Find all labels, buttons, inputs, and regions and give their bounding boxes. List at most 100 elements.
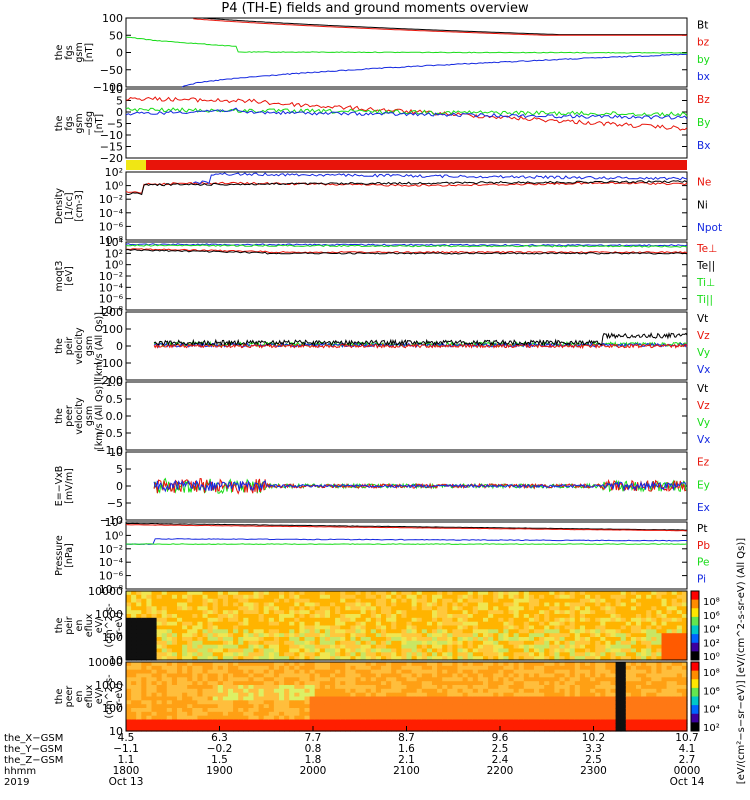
spectrogram-cell <box>656 719 663 724</box>
spectrogram-cell <box>202 617 209 623</box>
spectrogram-cell <box>355 688 362 694</box>
spectrogram-cell <box>197 625 204 630</box>
spectrogram-cell <box>263 700 270 705</box>
spectrogram-cell <box>544 598 550 604</box>
spectrogram-cell <box>375 617 382 623</box>
spectrogram-cell <box>202 665 209 671</box>
spectrogram-cell <box>370 700 377 705</box>
spectrogram-cell <box>666 637 673 642</box>
spectrogram-cell <box>457 637 464 642</box>
spectrogram-cell <box>528 594 535 600</box>
y-tick-label: 100 <box>102 323 123 336</box>
spectrogram-cell <box>126 708 132 713</box>
spectrogram-cell <box>273 598 280 604</box>
spectrogram-cell <box>559 708 566 713</box>
spectrogram-cell <box>330 711 336 717</box>
spectrogram-cell <box>401 644 408 650</box>
spectrogram-cell <box>661 617 668 623</box>
spectrogram-cell <box>212 625 219 630</box>
spectrogram-cell <box>472 688 479 694</box>
spectrogram-cell <box>146 640 153 646</box>
spectrogram-cell <box>426 648 433 653</box>
spectrogram-cell <box>661 681 668 686</box>
spectrogram-cell <box>228 648 234 653</box>
spectrogram-cell <box>534 692 540 698</box>
spectrogram-cell <box>488 715 494 721</box>
spectrogram-cell <box>187 723 193 728</box>
spectrogram-cell <box>528 696 535 701</box>
spectrogram-cell <box>630 727 637 732</box>
spectrogram-cell <box>146 704 153 709</box>
spectrogram-cell <box>416 591 423 596</box>
spectrogram-cell <box>314 681 321 686</box>
spectrogram-cell <box>539 625 545 630</box>
spectrogram-cell <box>625 614 632 619</box>
spectrogram-cell <box>411 606 418 611</box>
spectrogram-cell <box>284 656 290 661</box>
spectrogram-cell <box>314 727 321 732</box>
spectrogram-cell <box>309 602 316 607</box>
spectrogram-cell <box>222 656 229 661</box>
spectrogram-cell <box>534 669 540 675</box>
spectrogram-cell <box>447 625 453 630</box>
spectrogram-cell <box>488 688 494 694</box>
spectrogram-cell <box>319 677 326 682</box>
x-tick-label: 2300 <box>580 765 607 777</box>
spectrogram-cell <box>493 606 499 611</box>
spectrogram-cell <box>477 685 484 690</box>
spectrogram-cell <box>554 715 561 721</box>
spectrogram-cell <box>681 673 688 678</box>
spectrogram-cell <box>263 708 270 713</box>
spectrogram-cell <box>493 656 499 661</box>
spectrogram-cell <box>590 648 596 653</box>
spectrogram-cell <box>161 681 168 686</box>
spectrogram-cell <box>350 656 357 661</box>
spectrogram-cell <box>549 629 555 634</box>
spectrogram-cell <box>462 677 469 682</box>
spectrogram-cell <box>406 681 413 686</box>
spectrogram-cell <box>324 610 331 615</box>
spectrogram-cell <box>625 610 632 615</box>
spectrogram-cell <box>263 688 270 694</box>
spectrogram-cell <box>615 708 622 713</box>
spectrogram-cell <box>625 640 632 646</box>
spectrogram-cell <box>375 656 382 661</box>
spectrogram-cell <box>539 662 545 667</box>
spectrogram-cell <box>228 640 234 646</box>
spectrogram-cell <box>503 637 510 642</box>
x-tick-label: 1.5 <box>211 754 228 766</box>
spectrogram-cell <box>681 688 688 694</box>
spectrogram-cell <box>131 652 137 657</box>
spectrogram-cell <box>437 621 443 627</box>
spectrogram-cell <box>166 692 173 698</box>
spectrogram-cell <box>381 662 387 667</box>
spectrogram-cell <box>187 617 193 623</box>
spectrogram-cell <box>630 617 637 623</box>
spectrogram-cell <box>248 637 255 642</box>
spectrogram-cell <box>600 644 606 650</box>
spectrogram-cell <box>360 665 367 671</box>
spectrogram-cell <box>544 708 550 713</box>
spectrogram-cell <box>263 591 270 596</box>
spectrogram-cell <box>544 625 550 630</box>
spectrogram-cell <box>273 727 280 732</box>
spectrogram-cell <box>177 673 183 678</box>
spectrogram-cell <box>238 633 244 638</box>
spectrogram-cell <box>426 711 433 717</box>
spectrogram-cell <box>467 637 474 642</box>
spectrogram-cell <box>319 591 326 596</box>
legend-entry: Bz <box>697 94 710 106</box>
spectrogram-cell <box>406 656 413 661</box>
spectrogram-cell <box>156 617 163 623</box>
spectrogram-cell <box>625 708 632 713</box>
colorbar-segment <box>691 696 699 706</box>
spectrogram-cell <box>248 621 255 627</box>
spectrogram-cell <box>141 633 147 638</box>
series-line-Vt <box>153 331 688 347</box>
spectrogram-cell <box>192 652 198 657</box>
spectrogram-cell <box>243 591 249 596</box>
spectrogram-cell <box>279 629 285 634</box>
spectrogram-cell <box>381 656 387 661</box>
spectrogram-cell <box>233 669 239 675</box>
